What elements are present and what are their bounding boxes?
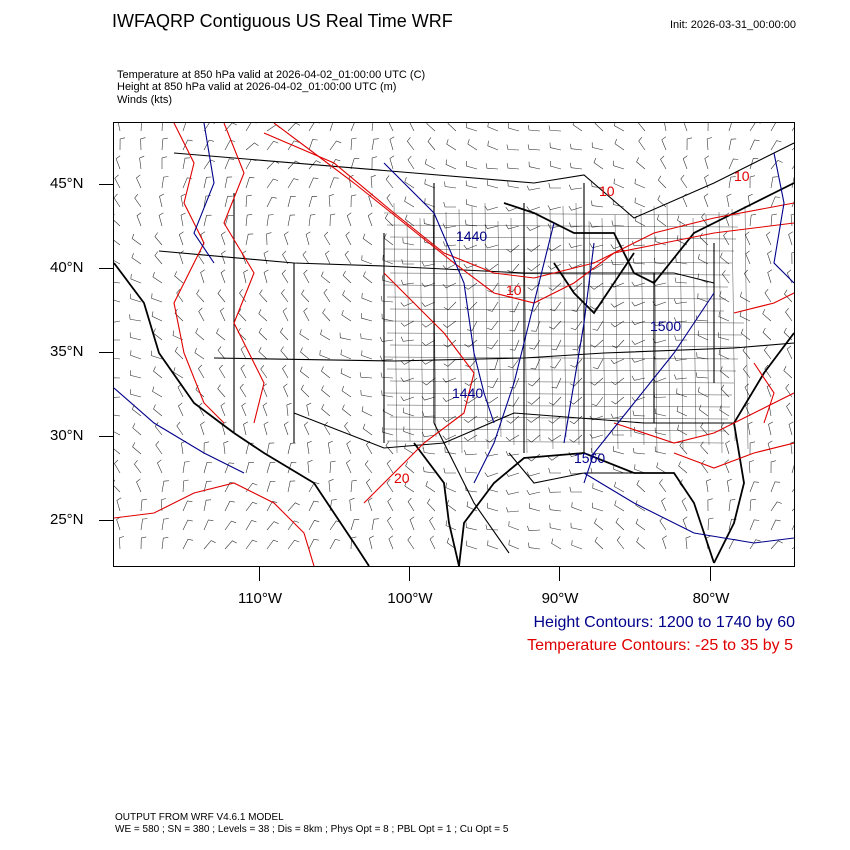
lon-label: 110°W — [237, 590, 283, 607]
temperature-contour-label: 10 — [734, 168, 750, 184]
state-boundaries — [158, 142, 794, 554]
model-options: WE = 580 ; SN = 380 ; Levels = 38 ; Dis … — [115, 824, 509, 835]
temperature-contours — [114, 123, 794, 566]
height-contour-legend: Height Contours: 1200 to 1740 by 60 — [533, 614, 795, 631]
lat-tick — [99, 352, 113, 353]
init-time-label: Init: 2026-03-31_00:00:00 — [670, 19, 796, 31]
winds-field-label: Winds (kts) — [117, 94, 172, 106]
temperature-contour-label: 10 — [506, 282, 522, 298]
model-info: OUTPUT FROM WRF V4.6.1 MODEL — [115, 812, 284, 823]
lon-tick — [710, 567, 711, 581]
height-contour-labels: 1440 1440 1500 1560 — [452, 228, 681, 466]
lat-tick — [99, 436, 113, 437]
height-contour-label: 1440 — [456, 228, 487, 244]
temperature-contour-legend: Temperature Contours: -25 to 35 by 5 — [527, 637, 793, 654]
lon-tick — [409, 567, 410, 581]
coastline — [114, 182, 794, 566]
lon-tick — [559, 567, 560, 581]
height-contour-label: 1440 — [452, 385, 483, 401]
lat-label: 35°N — [50, 343, 84, 360]
temperature-contour-labels: 10 10 20 10 — [394, 168, 750, 486]
height-contour-label: 1500 — [650, 318, 681, 334]
county-boundaries — [383, 202, 749, 454]
lon-tick — [259, 567, 260, 581]
lon-label: 90°W — [541, 590, 579, 607]
height-contours — [114, 123, 794, 544]
temperature-contour-label: 10 — [599, 183, 615, 199]
weather-map: 10 10 20 10 1440 1440 1500 1560 — [113, 122, 795, 567]
lat-tick — [99, 520, 113, 521]
page-title: IWFAQRP Contiguous US Real Time WRF — [112, 11, 453, 31]
lat-label: 45°N — [50, 175, 84, 192]
wind-barbs — [114, 123, 794, 550]
temperature-contour-label: 20 — [394, 470, 410, 486]
height-field-label: Height at 850 hPa valid at 2026-04-02_01… — [117, 81, 397, 93]
lat-tick — [99, 268, 113, 269]
height-contour-label: 1560 — [574, 450, 605, 466]
lat-label: 30°N — [50, 427, 84, 444]
lon-label: 80°W — [692, 590, 730, 607]
lon-label: 100°W — [387, 590, 433, 607]
lat-tick — [99, 184, 113, 185]
lat-label: 25°N — [50, 511, 84, 528]
temperature-field-label: Temperature at 850 hPa valid at 2026-04-… — [117, 69, 426, 81]
lat-label: 40°N — [50, 259, 84, 276]
